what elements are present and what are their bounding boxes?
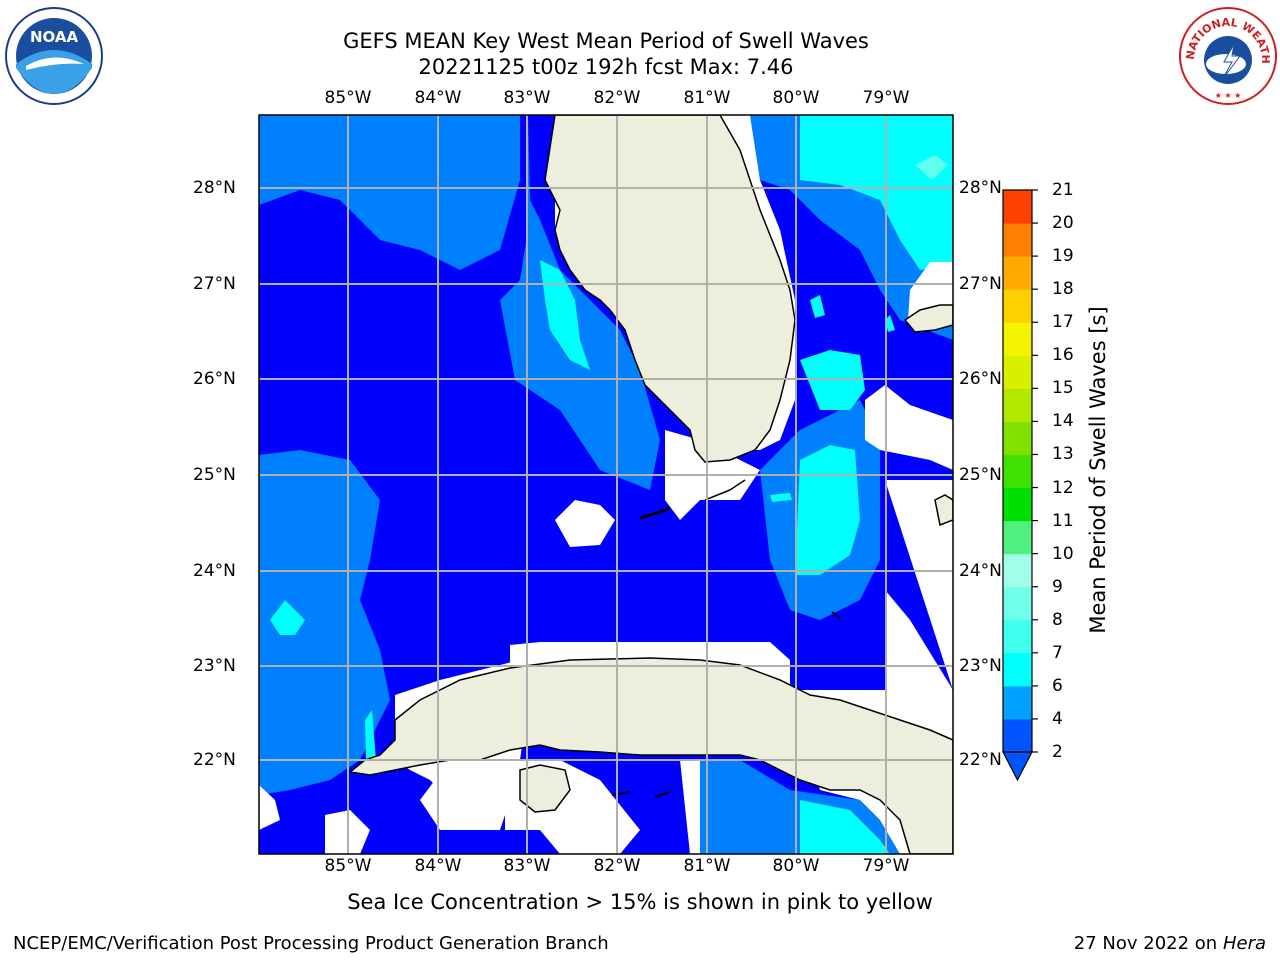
colorbar-tick-label: 21 <box>1052 180 1074 200</box>
colorbar-segment <box>1003 289 1032 323</box>
colorbar-segment <box>1003 454 1032 489</box>
colorbar-tick-label: 9 <box>1052 576 1063 597</box>
lon-label-top: 79°W <box>862 88 910 108</box>
svg-text:★ ★ ★: ★ ★ ★ <box>1215 91 1242 100</box>
colorbar-segment <box>1003 685 1032 720</box>
colorbar-tick-label: 13 <box>1052 444 1074 465</box>
chart-title: GEFS MEAN Key West Mean Period of Swell … <box>343 29 869 53</box>
lat-label-left: 24°N <box>193 561 236 581</box>
colorbar-tick-label: 15 <box>1052 378 1074 399</box>
credit-date: 27 Nov 2022 on Hera <box>1073 933 1266 954</box>
swell-field-6-7 <box>270 115 953 854</box>
svg-text:NOAA: NOAA <box>30 28 79 46</box>
colorbar-tick-label: 17 <box>1052 312 1074 333</box>
lon-label-bottom: 85°W <box>324 856 372 876</box>
lat-label-right: 26°N <box>959 369 1002 389</box>
lon-label-top: 80°W <box>772 88 820 108</box>
colorbar-tick-label: 19 <box>1052 246 1074 267</box>
lat-label-left: 25°N <box>193 465 236 485</box>
map-frame <box>258 114 954 855</box>
lon-label-bottom: 81°W <box>683 856 731 876</box>
credit-machine: Hera <box>1222 933 1266 954</box>
lon-label-top: 81°W <box>683 88 731 108</box>
land-masses <box>348 115 953 854</box>
colorbar-tick-label: 6 <box>1052 675 1063 696</box>
lat-label-left: 26°N <box>193 369 236 389</box>
colorbar-segment <box>1003 256 1032 290</box>
colorbar-segment <box>1003 652 1032 687</box>
colorbar-outline <box>1002 189 1033 753</box>
colorbar-segment <box>1003 619 1032 654</box>
colorbar-segment <box>1003 421 1032 455</box>
noaa-logo: NOAA <box>4 6 104 110</box>
colorbar-segment <box>1003 553 1032 588</box>
map-gridlines <box>259 115 953 854</box>
colorbar-tick-label: 14 <box>1052 411 1074 432</box>
colorbar-tick-label: 4 <box>1052 708 1063 729</box>
sea-ice-note: Sea Ice Concentration > 15% is shown in … <box>347 890 933 914</box>
lon-label-top: 84°W <box>414 88 462 108</box>
colorbar-segment <box>1003 718 1032 753</box>
nws-logo: NATIONAL WEATHER SERVICE ★ ★ ★ <box>1174 0 1278 110</box>
colorbar-tick-label: 7 <box>1052 642 1063 663</box>
colorbar <box>1002 189 1038 782</box>
lon-label-bottom: 83°W <box>503 856 551 876</box>
lat-label-right: 24°N <box>959 561 1002 581</box>
lon-label-bottom: 84°W <box>414 856 462 876</box>
colorbar-tick-label: 2 <box>1052 742 1063 762</box>
colorbar-segment <box>1003 355 1032 389</box>
lat-label-right: 23°N <box>959 656 1002 676</box>
colorbar-tick-label: 10 <box>1052 543 1074 564</box>
colorbar-label: Mean Period of Swell Waves [s] <box>1086 306 1110 634</box>
lat-label-right: 25°N <box>959 465 1002 485</box>
lat-label-right: 22°N <box>959 750 1002 770</box>
florida-keys <box>639 506 671 520</box>
lon-label-bottom: 79°W <box>862 856 910 876</box>
colorbar-tick-label: 16 <box>1052 345 1074 366</box>
lat-label-left: 22°N <box>193 750 236 770</box>
lon-label-top: 82°W <box>593 88 641 108</box>
colorbar-segment <box>1003 586 1032 621</box>
colorbar-extension <box>1002 751 1033 782</box>
lon-label-bottom: 80°W <box>772 856 820 876</box>
lat-label-left: 23°N <box>193 656 236 676</box>
lat-label-left: 28°N <box>193 178 236 198</box>
lon-label-bottom: 82°W <box>593 856 641 876</box>
lon-label-top: 83°W <box>503 88 551 108</box>
colorbar-tick-label: 12 <box>1052 477 1074 498</box>
colorbar-tick-label: 8 <box>1052 609 1063 630</box>
chart-subtitle: 20221125 t00z 192h fcst Max: 7.46 <box>418 55 794 79</box>
map-area <box>259 115 953 854</box>
lat-label-left: 27°N <box>193 274 236 294</box>
lat-label-right: 27°N <box>959 274 1002 294</box>
colorbar-tick-label: 11 <box>1052 510 1074 531</box>
swell-field-7-8 <box>915 155 948 180</box>
colorbar-segment <box>1003 520 1032 555</box>
lat-label-right: 28°N <box>959 178 1002 198</box>
colorbar-tick-label: 18 <box>1052 279 1074 300</box>
colorbar-segment <box>1003 322 1032 356</box>
colorbar-tick-label: 20 <box>1052 213 1074 234</box>
colorbar-segment <box>1003 487 1032 522</box>
credit-branch: NCEP/EMC/Verification Post Processing Pr… <box>13 933 609 954</box>
colorbar-segment <box>1003 388 1032 422</box>
colorbar-segment <box>1003 190 1032 224</box>
lon-label-top: 85°W <box>324 88 372 108</box>
colorbar-segment <box>1003 223 1032 257</box>
